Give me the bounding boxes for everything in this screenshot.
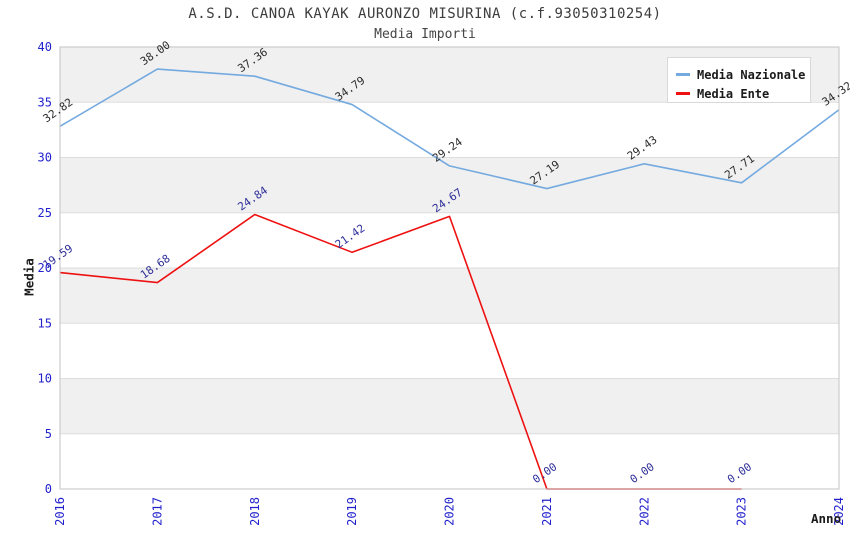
- chart-title: A.S.D. CANOA KAYAK AURONZO MISURINA (c.f…: [188, 6, 662, 22]
- x-tick-label: 2020: [443, 497, 457, 526]
- y-tick-label: 35: [38, 95, 52, 109]
- x-tick-label: 2016: [53, 497, 67, 526]
- chart-subtitle: Media Importi: [374, 27, 476, 42]
- y-tick-label: 20: [38, 261, 52, 275]
- x-tick-label: 2022: [637, 497, 651, 526]
- y-tick-label: 25: [38, 206, 52, 220]
- legend: Media Nazionale Media Ente: [667, 57, 811, 103]
- plot-band: [60, 102, 839, 158]
- x-axis-label: Anno: [811, 511, 842, 526]
- y-tick-label: 40: [38, 40, 52, 54]
- plot-band: [60, 433, 839, 489]
- x-tick-label: 2023: [735, 497, 749, 526]
- series-line-media-nazionale: [59, 68, 840, 190]
- media-nazionale-line-swatch: [676, 73, 690, 76]
- y-tick-label: 5: [45, 427, 52, 441]
- plot-band: [60, 378, 839, 434]
- legend-label-media-ente: Media Ente: [697, 86, 770, 101]
- y-axis-label: Media: [21, 258, 37, 296]
- plot-band: [60, 212, 839, 268]
- y-tick-label: 10: [38, 372, 52, 386]
- y-tick-label: 15: [38, 316, 52, 330]
- plot-band: [60, 323, 839, 379]
- legend-label-media-nazionale: Media Nazionale: [697, 67, 806, 82]
- legend-item-media-nazionale: Media Nazionale: [676, 65, 806, 84]
- x-tick-label: 2017: [150, 497, 164, 526]
- plot-border: [59, 46, 840, 490]
- media-ente-line-swatch: [676, 92, 690, 95]
- x-tick-label: 2021: [540, 497, 554, 526]
- x-tick-label: 2019: [345, 497, 359, 526]
- x-tick-label: 2018: [248, 497, 262, 526]
- plot-band: [60, 268, 839, 324]
- y-tick-label: 30: [38, 151, 52, 165]
- y-tick-label: 0: [45, 482, 52, 496]
- x-tick-label: 2024: [832, 497, 846, 526]
- legend-item-media-ente: Media Ente: [676, 84, 802, 103]
